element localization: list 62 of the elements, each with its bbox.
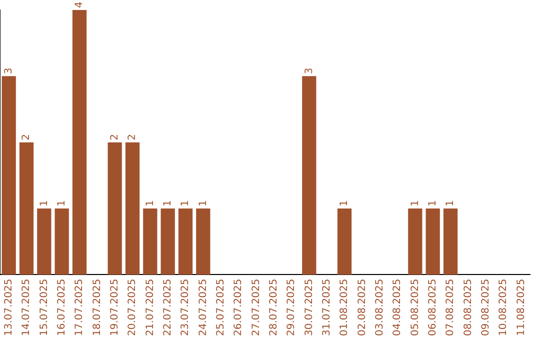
x-tick-label: 11.08.2025 [516, 278, 527, 336]
data-label: 3 [3, 68, 14, 74]
x-tick-label: 10.08.2025 [498, 278, 510, 336]
bar [443, 208, 458, 275]
bar [2, 76, 16, 275]
x-tick-label: 07.08.2025 [445, 278, 456, 336]
data-label: 1 [339, 200, 350, 207]
bar [108, 142, 122, 275]
x-tick-label: 17.07.2025 [74, 278, 86, 336]
bar [54, 208, 69, 275]
x-tick-label: 27.07.2025 [250, 278, 262, 336]
x-tick-label: 24.07.2025 [198, 278, 209, 336]
bar [196, 208, 210, 275]
bar [19, 142, 34, 275]
x-tick-label: 03.08.2025 [374, 278, 386, 336]
bar [408, 208, 422, 275]
data-label: 1 [427, 200, 438, 207]
bar [337, 208, 352, 275]
x-tick-label: 25.07.2025 [215, 278, 226, 336]
data-label: 1 [445, 200, 456, 207]
x-tick-label: 29.07.2025 [286, 278, 298, 336]
x-tick-label: 23.07.2025 [180, 278, 192, 336]
x-tick-label: 01.08.2025 [339, 278, 350, 336]
data-label: 1 [38, 200, 50, 207]
x-tick-label: 26.07.2025 [233, 278, 244, 336]
data-label: 2 [109, 134, 120, 140]
data-label: 2 [21, 134, 32, 140]
x-tick-label: 05.08.2025 [410, 278, 421, 336]
x-tick-label: 09.08.2025 [480, 278, 492, 336]
x-tick-label: 02.08.2025 [356, 278, 368, 336]
bar [37, 208, 52, 275]
data-label: 1 [180, 200, 192, 207]
bar [143, 208, 158, 275]
x-tick-label: 21.07.2025 [144, 278, 156, 336]
data-label: 1 [56, 200, 68, 207]
x-tick-label: 31.07.2025 [321, 278, 332, 336]
x-tick-label: 28.07.2025 [268, 278, 280, 336]
x-tick-label: 30.07.2025 [304, 278, 315, 336]
x-tick-label: 08.08.2025 [462, 278, 474, 336]
x-tick-label: 13.07.2025 [3, 278, 14, 336]
data-label: 4 [74, 2, 86, 8]
x-tick-label: 04.08.2025 [392, 278, 404, 336]
x-tick-label: 06.08.2025 [427, 278, 438, 336]
x-tick-label: 19.07.2025 [109, 278, 120, 336]
x-tick-label: 18.07.2025 [92, 278, 103, 336]
x-tick-label: 15.07.2025 [38, 278, 50, 336]
bar [125, 142, 140, 275]
bar [178, 208, 193, 275]
bar [426, 208, 440, 275]
data-label: 2 [127, 134, 138, 140]
data-label: 3 [304, 68, 315, 74]
x-tick-label: 20.07.2025 [127, 278, 138, 336]
x-tick-label: 14.07.2025 [21, 278, 32, 336]
data-label: 1 [198, 200, 209, 207]
bar [160, 208, 175, 275]
bar [72, 10, 87, 275]
data-label: 1 [410, 200, 421, 207]
x-tick-label: 16.07.2025 [56, 278, 68, 336]
bar [302, 76, 316, 275]
x-tick-label: 22.07.2025 [162, 278, 174, 336]
data-label: 1 [144, 200, 156, 207]
data-label: 1 [162, 200, 174, 207]
